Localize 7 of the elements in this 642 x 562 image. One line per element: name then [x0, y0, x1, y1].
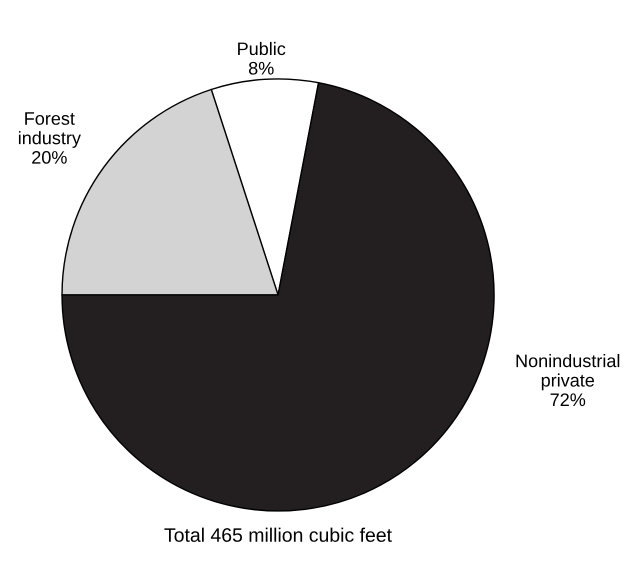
text: Total 465 million cubic feet [164, 528, 392, 542]
slice-label: Forest industry [18, 112, 81, 148]
slice-label: Nonindustrial private [516, 354, 620, 390]
slice-label: Public [238, 42, 286, 56]
data-label: 20% [32, 151, 67, 164]
data-label: 8% [248, 62, 274, 75]
data-label: 72% [550, 393, 586, 406]
